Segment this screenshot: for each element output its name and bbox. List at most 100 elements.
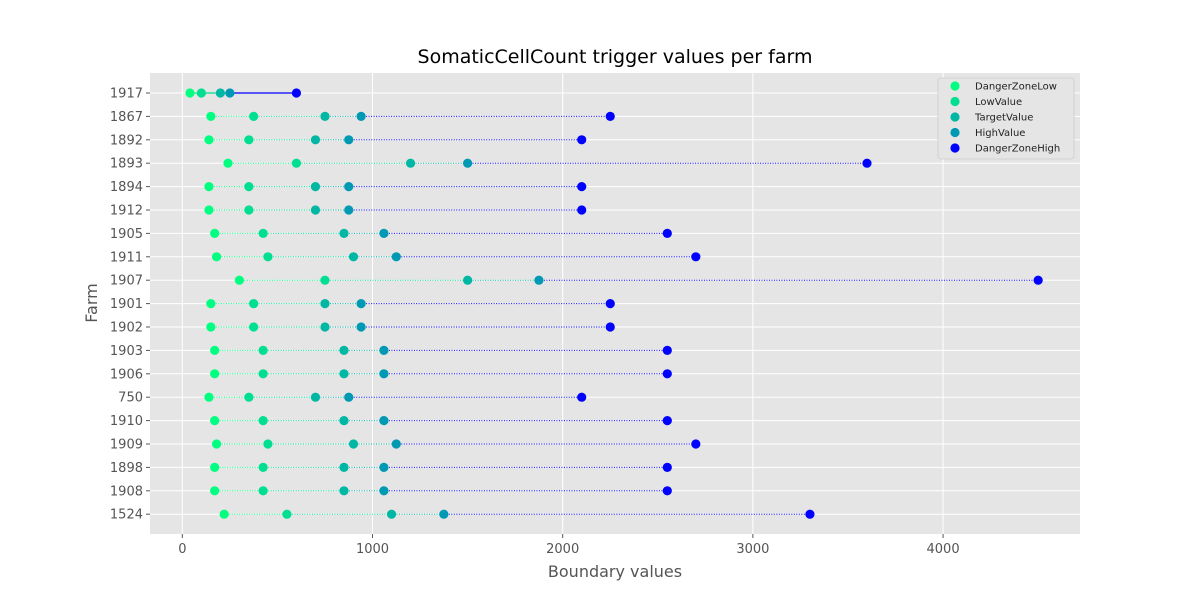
data-point-HighValue (356, 299, 366, 309)
data-point-DangerZoneLow (206, 111, 216, 121)
y-tick-label: 1917 (110, 87, 143, 102)
data-point-LowValue (249, 322, 259, 332)
data-point-DangerZoneHigh (691, 252, 701, 262)
data-point-DangerZoneHigh (605, 299, 615, 309)
data-point-DangerZoneHigh (291, 88, 302, 98)
data-point-HighValue (379, 416, 389, 426)
data-point-LowValue (263, 252, 273, 262)
x-axis-label: Boundary values (548, 562, 682, 581)
data-point-LowValue (244, 392, 254, 402)
data-point-TargetValue (339, 486, 349, 496)
y-tick-labels: 1917 1867 1892 1893 1894 1912 1905 1911 1907 1901… (110, 87, 150, 523)
y-tick-label: 1867 (110, 110, 143, 125)
data-point-HighValue (379, 369, 389, 379)
data-point-DangerZoneHigh (1033, 275, 1043, 285)
data-point-LowValue (244, 182, 254, 192)
y-tick-label: 1903 (110, 344, 143, 359)
data-point-LowValue (249, 111, 259, 121)
y-tick-label: 1524 (110, 508, 143, 523)
data-point-LowValue (244, 205, 254, 215)
data-point-DangerZoneLow (185, 88, 195, 98)
legend-marker (950, 81, 960, 91)
data-point-DangerZoneHigh (662, 345, 672, 355)
x-tick-label: 4000 (927, 542, 960, 557)
data-point-DangerZoneLow (211, 439, 222, 449)
data-point-HighValue (379, 486, 389, 496)
data-point-LowValue (258, 462, 268, 472)
data-point-TargetValue (339, 369, 349, 379)
legend-marker (950, 96, 960, 107)
grid (150, 73, 1080, 534)
y-tick-label: 1901 (110, 297, 143, 312)
data-point-LowValue (258, 345, 268, 355)
data-point-DangerZoneLow (206, 299, 216, 309)
data-point-TargetValue (463, 275, 473, 285)
chart-title: SomaticCellCount trigger values per farm (418, 46, 813, 68)
legend-label: HighValue (975, 128, 1025, 139)
data-point-HighValue (391, 439, 401, 449)
data-point-HighValue (356, 322, 366, 332)
y-axis-label: Farm (82, 283, 101, 322)
data-point-HighValue (344, 135, 354, 145)
data-point-TargetValue (320, 111, 330, 121)
data-point-DangerZoneLow (210, 345, 220, 355)
data-point-DangerZoneHigh (605, 111, 615, 121)
legend-box (937, 77, 1075, 160)
data-point-DangerZoneHigh (805, 509, 815, 519)
data-point-DangerZoneHigh (662, 416, 672, 426)
data-point-DangerZoneLow (210, 462, 220, 472)
data-point-DangerZoneHigh (577, 392, 587, 402)
y-tick-label: 750 (118, 391, 143, 406)
data-point-LowValue (291, 158, 302, 168)
y-tick-label: 1910 (110, 414, 143, 429)
data-point-TargetValue (310, 182, 321, 192)
data-point-HighValue (391, 252, 401, 262)
y-tick-label: 1908 (110, 484, 143, 499)
data-point-DangerZoneLow (210, 416, 220, 426)
data-point-DangerZoneHigh (662, 369, 672, 379)
y-tick-label: 1907 (110, 274, 143, 289)
data-point-LowValue (258, 369, 268, 379)
data-point-HighValue (379, 228, 389, 238)
data-point-HighValue (356, 111, 366, 121)
data-point-DangerZoneHigh (577, 182, 587, 192)
data-point-TargetValue (339, 462, 349, 472)
y-tick-label: 1902 (110, 321, 143, 336)
y-tick-label: 1911 (110, 250, 143, 265)
data-point-LowValue (258, 416, 268, 426)
data-point-HighValue (534, 275, 544, 285)
data-point-DangerZoneHigh (691, 439, 701, 449)
data-point-DangerZoneHigh (577, 205, 587, 215)
data-point-TargetValue (386, 509, 397, 519)
x-tick-labels: 0 1000 2000 3000 4000 (178, 534, 960, 557)
x-tick-label: 3000 (736, 542, 769, 557)
data-point-LowValue (244, 135, 254, 145)
data-point-HighValue (379, 462, 389, 472)
data-point-HighValue (463, 158, 473, 168)
data-point-LowValue (282, 509, 292, 519)
x-tick-label: 0 (178, 542, 186, 557)
data-point-DangerZoneLow (206, 322, 216, 332)
data-point-TargetValue (215, 88, 225, 98)
data-point-TargetValue (339, 416, 349, 426)
data-point-HighValue (344, 182, 354, 192)
y-tick-label: 1905 (110, 227, 143, 242)
data-point-DangerZoneHigh (662, 228, 672, 238)
data-point-TargetValue (320, 299, 330, 309)
legend-marker (950, 127, 960, 138)
data-point-TargetValue (310, 205, 321, 215)
data-point-LowValue (263, 439, 273, 449)
data-point-HighValue (379, 345, 389, 355)
y-tick-label: 1892 (110, 133, 143, 148)
data-point-DangerZoneLow (204, 392, 214, 402)
legend-label: TargetValue (974, 113, 1033, 124)
data-point-TargetValue (348, 439, 359, 449)
data-point-TargetValue (310, 135, 321, 145)
data-point-DangerZoneLow (219, 509, 229, 519)
data-point-TargetValue (405, 158, 416, 168)
data-point-LowValue (196, 88, 206, 98)
data-point-DangerZoneLow (204, 135, 214, 145)
data-point-LowValue (320, 275, 330, 285)
y-tick-label: 1906 (110, 367, 143, 382)
